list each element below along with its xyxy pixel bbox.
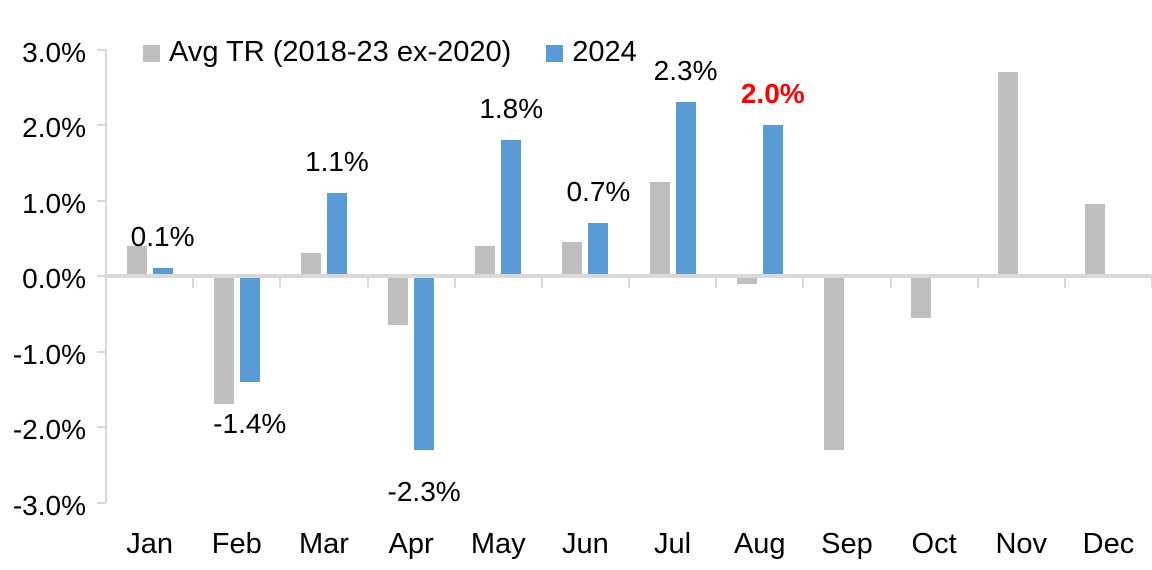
x-label-may: May [470, 528, 526, 560]
bar-2024-aug [762, 125, 783, 276]
y-tick-mark [97, 501, 106, 504]
legend-swatch-2024 [546, 45, 564, 62]
bar-2024-apr [414, 276, 435, 450]
bar-avg-tr-dec [1085, 204, 1106, 276]
chart-legend: Avg TR (2018-23 ex-2020) 2024 [143, 36, 637, 69]
x-tick-mark [802, 278, 805, 288]
data-label-2024-feb: -1.4% [213, 407, 287, 439]
x-tick-mark [715, 278, 718, 288]
x-label-nov: Nov [995, 528, 1048, 560]
data-label-2024-may: 1.8% [479, 93, 544, 125]
y-tick-label--2.0: -2.0% [12, 414, 86, 445]
y-tick-label--1.0: -1.0% [12, 338, 86, 370]
data-label-2024-jul: 2.3% [653, 55, 718, 87]
bar-avg-tr-jul [649, 181, 670, 276]
y-tick-mark [97, 124, 106, 126]
zero-axis-line [105, 274, 1152, 278]
data-label-2024-aug: 2.0% [740, 78, 805, 109]
bar-2024-mar [326, 192, 347, 276]
bar-avg-tr-may [475, 245, 496, 276]
x-label-mar: Mar [298, 528, 349, 560]
bar-2024-jun [588, 223, 609, 276]
x-tick-mark [889, 278, 892, 288]
x-label-sep: Sep [821, 528, 873, 560]
x-tick-mark [279, 278, 282, 288]
bar-avg-tr-oct [911, 276, 932, 318]
bar-avg-tr-feb [213, 276, 234, 405]
x-tick-mark [453, 278, 456, 288]
x-label-apr: Apr [388, 528, 434, 560]
y-tick-label-1.0: 1.0% [22, 187, 86, 219]
x-tick-mark [976, 278, 979, 288]
data-label-2024-jan: 0.1% [130, 221, 195, 253]
data-label-2024-jun: 0.7% [566, 176, 631, 208]
y-tick-label-0.0: 0.0% [22, 263, 86, 294]
y-tick-mark [97, 48, 106, 51]
x-tick-mark [192, 278, 195, 288]
x-label-jun: Jun [562, 528, 609, 560]
legend-swatch-avg-tr [143, 45, 160, 62]
x-label-jan: Jan [126, 528, 173, 560]
y-tick-mark [97, 275, 106, 277]
bar-avg-tr-jan [126, 245, 147, 276]
bar-2024-jan [152, 268, 173, 276]
bar-avg-tr-sep [823, 276, 844, 450]
bar-avg-tr-nov [998, 72, 1019, 276]
y-tick-mark [97, 426, 106, 428]
y-tick-label-2.0: 2.0% [22, 112, 86, 143]
x-tick-mark [628, 278, 631, 288]
x-label-jul: Jul [654, 528, 692, 560]
x-tick-mark [366, 278, 369, 288]
legend-label-2024: 2024 [572, 36, 637, 68]
bar-2024-feb [239, 276, 260, 382]
data-label-2024-mar: 1.1% [305, 145, 369, 177]
bar-avg-tr-aug [736, 276, 757, 284]
x-label-feb: Feb [211, 528, 262, 560]
bar-2024-may [501, 140, 522, 276]
data-label-2024-apr: -2.3% [387, 475, 461, 507]
x-tick-mark [540, 278, 543, 288]
y-tick-label--3.0: -3.0% [12, 489, 86, 521]
bar-avg-tr-apr [388, 276, 409, 326]
x-label-oct: Oct [911, 528, 957, 560]
bar-2024-jul [675, 102, 696, 276]
y-tick-label-3.0: 3.0% [22, 36, 86, 68]
x-label-dec: Dec [1082, 528, 1135, 560]
x-tick-mark [1063, 278, 1066, 288]
legend-label-avg-tr: Avg TR (2018-23 ex-2020) [169, 36, 512, 68]
y-tick-mark [97, 350, 106, 353]
x-tick-mark [105, 278, 107, 288]
x-label-aug: Aug [733, 528, 786, 560]
bar-avg-tr-mar [300, 253, 321, 276]
y-tick-mark [97, 199, 106, 202]
bar-avg-tr-jun [562, 242, 583, 276]
